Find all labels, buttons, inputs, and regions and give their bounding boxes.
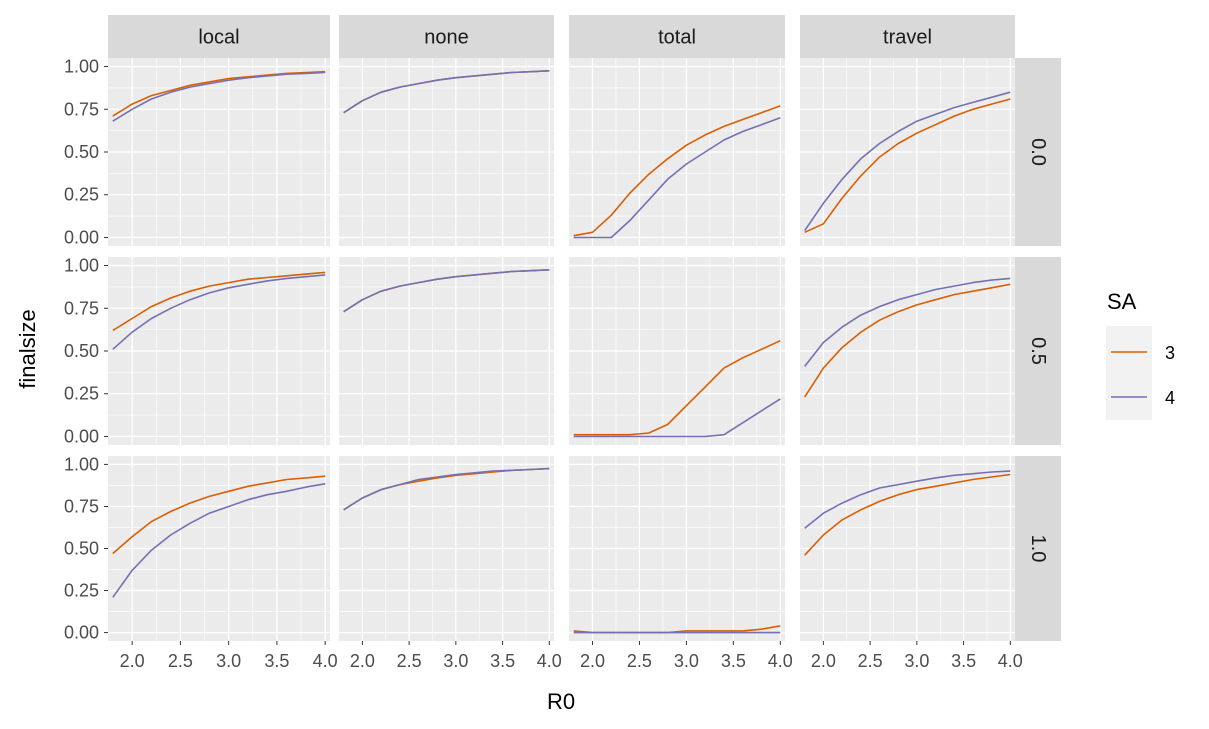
strips-layer: local none total travel 0.0 0.5 1.0 <box>108 15 1061 641</box>
panel-travel-0.5 <box>800 257 1015 445</box>
strip-background <box>108 15 330 58</box>
y-tick-label: 0.50 <box>64 142 99 162</box>
column-strip-label: none <box>424 27 469 49</box>
y-tick-label: 0.75 <box>64 298 99 318</box>
strip-background <box>569 15 785 58</box>
y-tick-label: 1.00 <box>64 454 99 474</box>
series-line-sa-4 <box>112 483 326 598</box>
strip-background <box>1015 456 1061 641</box>
x-tick-label: 2.0 <box>350 651 375 671</box>
y-tick-label: 0.75 <box>64 496 99 516</box>
legend-key-background <box>1106 326 1152 420</box>
x-tick-label: 3.5 <box>951 651 976 671</box>
panel-local-0.5 <box>108 257 330 445</box>
y-tick-label: 0.50 <box>64 341 99 361</box>
x-tick-label: 2.0 <box>120 651 145 671</box>
panel-none-0.5 <box>339 257 554 445</box>
x-tick-label: 4.0 <box>537 651 562 671</box>
row-strip-0.0: 0.0 <box>1015 58 1061 246</box>
series-line-sa-4 <box>804 277 1011 367</box>
column-strip-travel: travel <box>800 15 1015 58</box>
x-tick-label: 2.5 <box>168 651 193 671</box>
y-tick-label: 0.25 <box>64 185 99 205</box>
legend-label-3: 3 <box>1165 343 1175 363</box>
panels-layer <box>108 58 1015 641</box>
x-tick-label: 4.0 <box>768 651 793 671</box>
y-tick-label: 0.50 <box>64 539 99 559</box>
column-strip-none: none <box>339 15 554 58</box>
strip-background <box>339 15 554 58</box>
series-line-sa-3 <box>804 473 1011 556</box>
series-line-sa-4 <box>573 398 781 438</box>
axes-layer: 0.00 0.25 0.50 0.75 1.00 0.00 0.25 0.50 0.75 1.00… <box>64 57 1023 671</box>
row-strip-1.0: 1.0 <box>1015 456 1061 641</box>
series-line-sa-3 <box>804 283 1011 398</box>
legend-label-4: 4 <box>1165 388 1175 408</box>
row-strip-label: 0.5 <box>1027 337 1049 365</box>
panel-total-1.0 <box>569 456 785 641</box>
column-strip-local: local <box>108 15 330 58</box>
panel-travel-0.0 <box>800 58 1015 246</box>
x-tick-label: 3.5 <box>264 651 289 671</box>
series-line-sa-4 <box>343 269 550 313</box>
x-tick-label: 3.0 <box>216 651 241 671</box>
x-axis-title: R0 <box>547 689 575 714</box>
x-tick-label: 4.0 <box>998 651 1023 671</box>
strip-background <box>800 15 1015 58</box>
x-tick-label: 2.5 <box>397 651 422 671</box>
series-line-sa-3 <box>112 475 326 555</box>
series-line-sa-3 <box>573 105 781 237</box>
series-line-sa-3 <box>573 339 781 436</box>
panel-travel-1.0 <box>800 456 1015 641</box>
panel-local-0.0 <box>108 58 330 246</box>
series-line-sa-3 <box>804 98 1011 234</box>
y-tick-label: 0.00 <box>64 426 99 446</box>
x-tick-label: 3.0 <box>904 651 929 671</box>
y-tick-label: 0.25 <box>64 384 99 404</box>
panel-none-0.0 <box>339 58 554 246</box>
x-tick-label: 3.5 <box>490 651 515 671</box>
series-line-sa-3 <box>112 271 326 332</box>
x-tick-label: 2.0 <box>811 651 836 671</box>
series-line-sa-4 <box>343 467 550 511</box>
y-tick-label: 1.00 <box>64 57 99 77</box>
x-tick-label: 2.5 <box>627 651 652 671</box>
y-tick-label: 0.25 <box>64 581 99 601</box>
series-line-sa-4 <box>804 470 1011 529</box>
y-tick-label: 0.00 <box>64 227 99 247</box>
row-strip-label: 1.0 <box>1027 535 1049 563</box>
column-strip-label: local <box>198 27 239 49</box>
y-tick-label: 1.00 <box>64 256 99 276</box>
y-tick-label: 0.00 <box>64 623 99 643</box>
series-line-sa-4 <box>343 70 550 114</box>
series-line-sa-4 <box>804 91 1011 232</box>
series-line-sa-4 <box>112 274 326 350</box>
series-line-sa-3 <box>112 70 326 117</box>
x-tick-label: 3.5 <box>721 651 746 671</box>
column-strip-label: travel <box>883 27 932 49</box>
x-tick-label: 4.0 <box>313 651 338 671</box>
panel-local-1.0 <box>108 456 330 641</box>
legend-title: SA <box>1107 289 1137 314</box>
series-line-sa-4 <box>112 71 326 122</box>
panel-none-1.0 <box>339 456 554 641</box>
column-strip-label: total <box>658 27 696 49</box>
row-strip-label: 0.0 <box>1027 138 1049 166</box>
panel-total-0.5 <box>569 257 785 445</box>
column-strip-total: total <box>569 15 785 58</box>
y-axis-title: finalsize <box>15 309 40 388</box>
x-tick-label: 3.0 <box>443 651 468 671</box>
x-tick-label: 3.0 <box>674 651 699 671</box>
legend: SA 3 4 <box>1106 289 1175 420</box>
x-tick-label: 2.0 <box>580 651 605 671</box>
x-tick-label: 2.5 <box>858 651 883 671</box>
strip-background <box>1015 58 1061 246</box>
panel-total-0.0 <box>569 58 785 246</box>
y-tick-label: 0.75 <box>64 99 99 119</box>
series-line-sa-4 <box>573 117 781 239</box>
strip-background <box>1015 257 1061 445</box>
row-strip-0.5: 0.5 <box>1015 257 1061 445</box>
